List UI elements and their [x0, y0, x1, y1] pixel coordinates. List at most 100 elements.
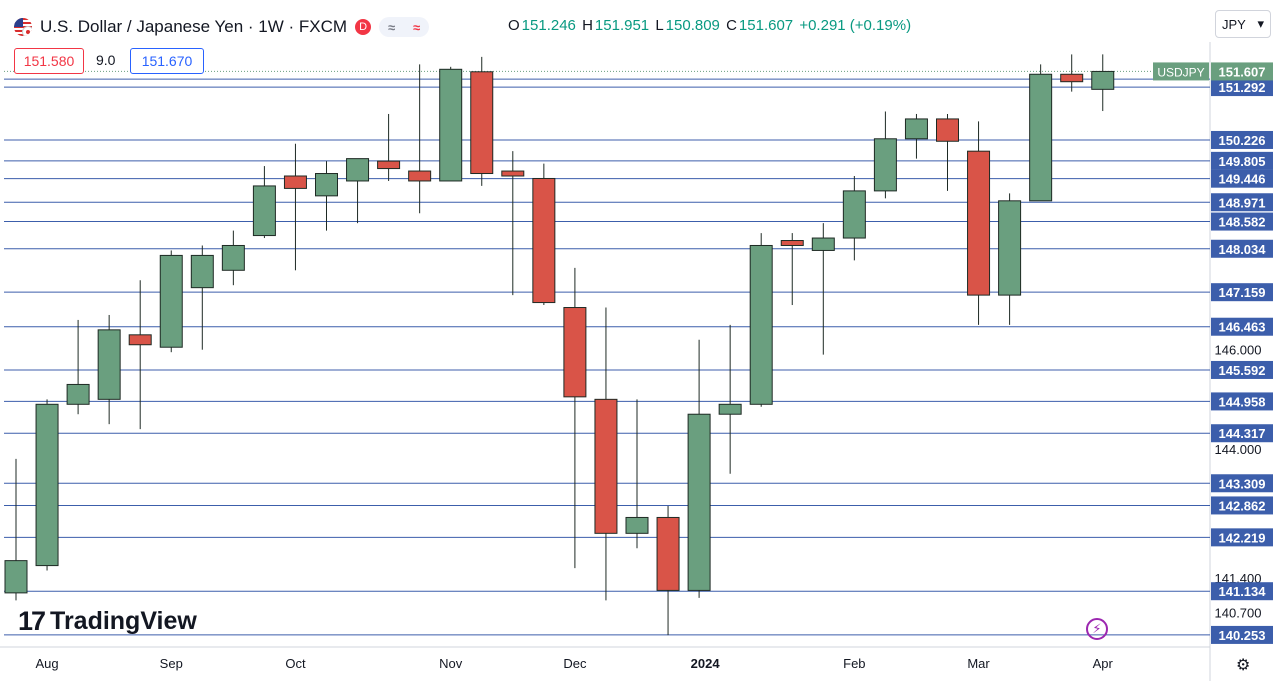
candle-body[interactable]: [718, 403, 742, 415]
y-tick-label: 146.000: [1215, 343, 1262, 358]
candle-body[interactable]: [315, 173, 338, 197]
candle-body[interactable]: [656, 516, 680, 591]
candle-body[interactable]: [501, 170, 525, 177]
level-price-label: 145.592: [1219, 363, 1266, 378]
candle-body[interactable]: [128, 334, 152, 346]
last-price-label: 151.607: [1219, 64, 1266, 79]
candle-body[interactable]: [842, 190, 866, 239]
spread-value: 9.0: [96, 52, 116, 68]
open-label: O: [508, 17, 520, 34]
last-price-box: [1211, 62, 1273, 81]
candle-body[interactable]: [1029, 73, 1053, 202]
logo-wordmark: TradingView: [50, 607, 197, 635]
x-tick-label: 2024: [691, 656, 721, 671]
open-value: 151.246: [521, 17, 576, 34]
candle-body[interactable]: [283, 175, 307, 189]
level-price-box: [1211, 78, 1273, 97]
market-status-badge[interactable]: D: [355, 19, 372, 35]
logo-mark: 17: [18, 606, 46, 636]
level-price-label: 150.226: [1219, 133, 1266, 148]
candle-body[interactable]: [4, 560, 28, 594]
x-tick-label: Dec: [563, 656, 587, 671]
level-price-box: [1211, 317, 1273, 336]
x-tick-label: Aug: [35, 656, 58, 671]
candle-body[interactable]: [346, 158, 370, 182]
buy-price-button[interactable]: 151.670: [130, 48, 204, 74]
x-tick-label: Nov: [439, 656, 463, 671]
candle-body[interactable]: [625, 516, 649, 534]
pill-left-icon: ≈: [387, 19, 396, 35]
level-price-label: 144.958: [1219, 394, 1266, 409]
x-tick-label: Apr: [1093, 656, 1114, 671]
us-jp-flag-icon: [14, 18, 32, 36]
symbol-title[interactable]: U.S. Dollar / Japanese Yen · 1W · FXCM: [40, 17, 348, 36]
close-label: C: [726, 17, 737, 34]
candle-body[interactable]: [532, 177, 556, 304]
candle-body[interactable]: [936, 118, 959, 142]
low-value: 150.809: [665, 17, 720, 34]
level-price-label: 141.134: [1219, 584, 1267, 599]
level-price-label: 149.446: [1219, 172, 1266, 187]
level-price-box: [1211, 474, 1273, 493]
currency-value: JPY: [1222, 16, 1246, 32]
sell-price-button[interactable]: 151.580: [14, 48, 84, 74]
candle-body[interactable]: [811, 237, 835, 251]
level-price-box: [1211, 212, 1273, 231]
currency-select[interactable]: JPY ▾: [1215, 10, 1271, 38]
candle-body[interactable]: [1091, 70, 1115, 90]
candle-body[interactable]: [159, 254, 183, 348]
candle-body[interactable]: [1060, 73, 1084, 83]
level-price-label: 148.582: [1219, 215, 1266, 230]
level-price-box: [1211, 528, 1273, 547]
candle-body[interactable]: [594, 398, 618, 534]
tradingview-logo[interactable]: 17 TradingView: [18, 606, 197, 637]
candle-body[interactable]: [749, 244, 773, 405]
candle-body[interactable]: [470, 71, 494, 175]
candle-body[interactable]: [687, 413, 711, 591]
level-price-label: 148.971: [1219, 195, 1266, 210]
level-price-label: 140.253: [1219, 628, 1266, 643]
y-tick-label: 140.700: [1215, 606, 1262, 621]
level-price-box: [1211, 169, 1273, 188]
candle-body[interactable]: [998, 200, 1022, 296]
level-price-box: [1211, 392, 1273, 411]
level-price-box: [1211, 283, 1273, 302]
level-price-box: [1211, 193, 1273, 212]
candle-body[interactable]: [66, 383, 90, 405]
chevron-down-icon: ▾: [1257, 16, 1264, 31]
close-value: 151.607: [738, 17, 794, 34]
candle-body[interactable]: [252, 185, 276, 237]
candle-body[interactable]: [190, 254, 214, 289]
data-source-pill[interactable]: ≈ ≈: [379, 17, 430, 37]
level-price-label: 149.805: [1219, 154, 1266, 169]
symbol-tag: [1153, 62, 1209, 81]
candle-body[interactable]: [97, 329, 121, 400]
symbol-tag-label: USDJPY: [1157, 65, 1204, 79]
level-price-box: [1211, 424, 1273, 443]
gear-icon[interactable]: ⚙: [1236, 657, 1251, 674]
level-price-label: 148.034: [1219, 242, 1267, 257]
level-price-box: [1211, 360, 1273, 379]
candle-body[interactable]: [221, 244, 245, 271]
lightning-icon[interactable]: ⚡: [1086, 618, 1108, 640]
level-price-label: 146.463: [1219, 320, 1266, 335]
candle-body[interactable]: [563, 307, 587, 398]
candle-body[interactable]: [780, 240, 804, 246]
level-price-label: 151.292: [1219, 80, 1266, 95]
candle-body[interactable]: [873, 138, 897, 192]
level-price-box: [1211, 582, 1273, 601]
chart-header: U.S. Dollar / Japanese Yen · 1W · FXCM D…: [14, 14, 430, 40]
candle-body[interactable]: [439, 68, 463, 182]
candle-body[interactable]: [408, 170, 432, 182]
candle-body[interactable]: [967, 150, 991, 296]
candle-body[interactable]: [35, 403, 59, 567]
level-price-box: [1211, 130, 1273, 149]
x-tick-label: Mar: [967, 656, 990, 671]
high-value: 151.951: [594, 17, 650, 34]
pill-right-icon: ≈: [412, 19, 421, 35]
level-price-label: 142.219: [1219, 530, 1266, 545]
candle-body[interactable]: [904, 118, 928, 140]
change-value: +0.291 (+0.19%): [799, 17, 912, 34]
candle-body[interactable]: [377, 160, 401, 170]
